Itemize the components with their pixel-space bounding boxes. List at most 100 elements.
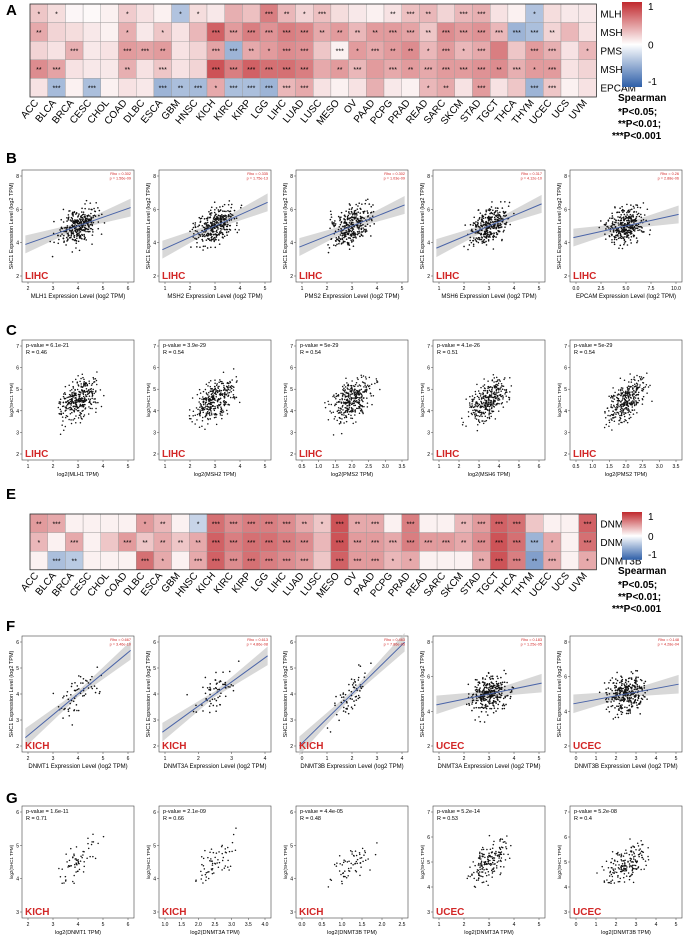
heatmap-a-star: *** bbox=[247, 86, 255, 93]
y-tick-label: 3 bbox=[153, 430, 156, 436]
data-point bbox=[621, 707, 624, 709]
data-point bbox=[480, 413, 483, 415]
data-point bbox=[483, 406, 485, 408]
data-point bbox=[630, 403, 633, 405]
data-point bbox=[199, 220, 202, 223]
data-point bbox=[619, 207, 621, 209]
data-point bbox=[496, 396, 498, 398]
y-axis-label: log2(SHC1 TPM) bbox=[9, 382, 14, 417]
data-point bbox=[489, 394, 492, 397]
data-point bbox=[215, 416, 217, 418]
data-point bbox=[214, 214, 216, 217]
data-point bbox=[637, 225, 640, 228]
data-point bbox=[485, 675, 488, 677]
data-point bbox=[492, 402, 494, 404]
data-point bbox=[627, 231, 629, 233]
data-point bbox=[234, 396, 236, 399]
data-point bbox=[220, 389, 223, 392]
data-point bbox=[604, 233, 606, 235]
data-point bbox=[209, 390, 212, 392]
heatmap-a-cell bbox=[454, 78, 473, 98]
y-tick-label: 7 bbox=[564, 344, 567, 350]
heatmap-a-cell bbox=[313, 78, 332, 98]
data-point bbox=[339, 223, 342, 226]
data-point bbox=[62, 412, 65, 414]
data-point bbox=[362, 235, 364, 237]
data-point bbox=[350, 393, 352, 396]
data-point bbox=[614, 696, 616, 699]
data-point bbox=[496, 380, 499, 382]
data-point bbox=[335, 240, 337, 242]
data-point bbox=[638, 215, 641, 218]
data-point bbox=[623, 408, 626, 410]
data-point bbox=[214, 213, 217, 215]
data-point bbox=[207, 394, 209, 396]
x-tick-label: 3 bbox=[635, 756, 638, 762]
data-point bbox=[351, 402, 353, 404]
data-point bbox=[474, 686, 477, 688]
data-point bbox=[621, 398, 624, 400]
data-point bbox=[346, 395, 348, 398]
data-point bbox=[482, 692, 484, 694]
data-point bbox=[619, 234, 622, 237]
data-point bbox=[476, 409, 478, 411]
stat-p: p-value = 6.1e-21 bbox=[26, 343, 69, 349]
data-point bbox=[472, 222, 475, 224]
heatmap-a-row-label: MLH1 bbox=[600, 9, 627, 20]
data-point bbox=[635, 237, 638, 239]
heatmap-a-star: *** bbox=[283, 86, 291, 93]
heatmap-a-star: *** bbox=[353, 67, 361, 74]
heatmap-a-cell bbox=[65, 59, 84, 79]
data-point bbox=[481, 678, 484, 680]
data-point bbox=[482, 681, 484, 683]
data-point bbox=[75, 408, 77, 411]
data-point bbox=[72, 401, 74, 403]
data-point bbox=[211, 392, 213, 395]
data-point bbox=[341, 238, 344, 241]
data-point bbox=[214, 238, 216, 241]
data-point bbox=[499, 218, 501, 220]
data-point bbox=[69, 400, 72, 403]
data-point bbox=[329, 731, 332, 733]
plot-frame bbox=[295, 339, 409, 461]
data-point bbox=[67, 710, 70, 712]
heatmap-e-star: * bbox=[37, 540, 40, 547]
heatmap-a-cell bbox=[578, 22, 597, 42]
data-point bbox=[490, 694, 493, 697]
data-point bbox=[196, 230, 198, 233]
data-point bbox=[482, 395, 485, 398]
data-point bbox=[633, 403, 636, 405]
y-axis-label: SHC1 Expression Level (log2 TPM) bbox=[557, 182, 563, 269]
y-tick-label: 5 bbox=[427, 387, 430, 393]
data-point bbox=[224, 682, 227, 684]
data-point bbox=[611, 406, 613, 409]
data-point bbox=[214, 405, 216, 408]
data-point bbox=[485, 690, 488, 693]
data-point bbox=[633, 393, 636, 395]
data-point bbox=[78, 232, 80, 235]
data-point bbox=[482, 217, 485, 220]
data-point bbox=[628, 414, 631, 416]
heatmap-e-row-label: DNMT1 bbox=[600, 519, 635, 530]
data-point bbox=[64, 416, 67, 419]
data-point bbox=[75, 239, 77, 242]
data-point bbox=[482, 707, 485, 710]
data-point bbox=[346, 398, 348, 401]
data-point bbox=[355, 203, 357, 206]
data-point bbox=[350, 384, 352, 387]
data-point bbox=[349, 204, 351, 206]
data-point bbox=[65, 414, 68, 417]
data-point bbox=[362, 223, 364, 226]
data-point bbox=[208, 399, 210, 402]
data-point bbox=[205, 217, 208, 220]
data-point bbox=[343, 236, 345, 239]
data-point bbox=[610, 404, 613, 406]
data-point bbox=[204, 406, 206, 409]
data-point bbox=[355, 394, 358, 397]
data-point bbox=[209, 232, 212, 235]
data-point bbox=[210, 410, 212, 412]
data-point bbox=[626, 219, 628, 222]
data-point bbox=[366, 402, 369, 404]
y-tick-label: 6 bbox=[16, 640, 19, 646]
data-point bbox=[223, 235, 226, 238]
